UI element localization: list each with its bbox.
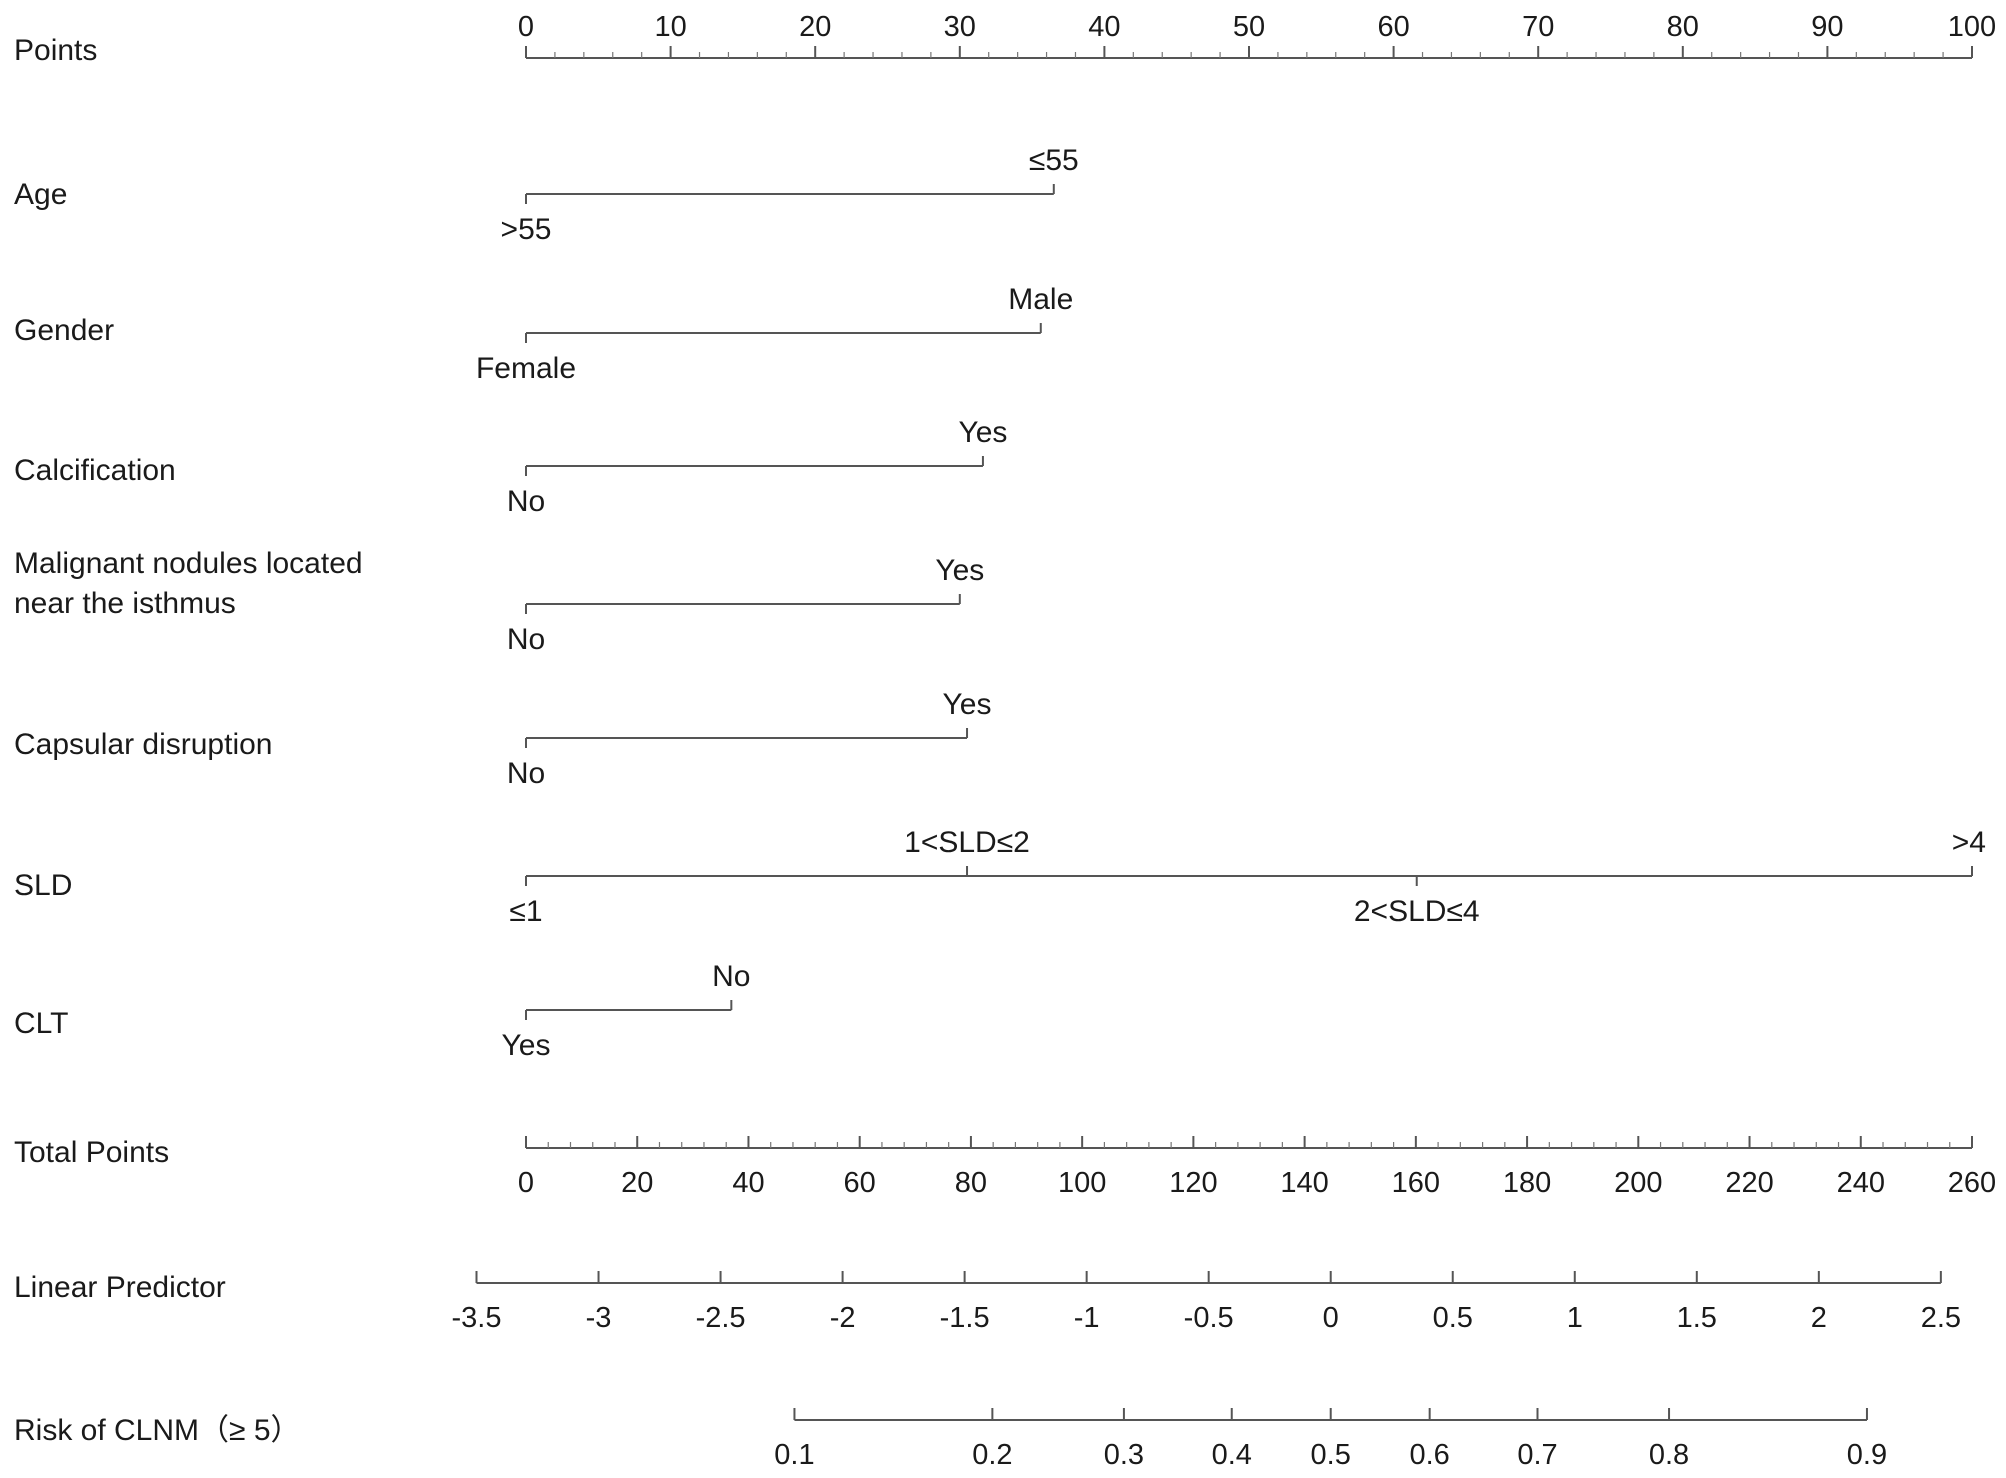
tick-label-risk-0-8: 0.8 (1649, 1439, 1689, 1471)
level-label-sld-1ltsldle2: 1<SLD≤2 (904, 826, 1030, 859)
tick-label-linear-1-5: 1.5 (1677, 1302, 1717, 1334)
tick-label-points-60: 60 (1377, 11, 1409, 43)
tick-label-total-220: 220 (1725, 1167, 1773, 1199)
level-label-calcification-no: No (507, 485, 545, 518)
tick-label-risk-0-9: 0.9 (1847, 1439, 1887, 1471)
row-label-calcification: Calcification (14, 454, 176, 487)
level-label-clt-no: No (712, 960, 750, 993)
tick-label-points-90: 90 (1811, 11, 1843, 43)
tick-label-points-100: 100 (1948, 11, 1996, 43)
level-label-clt-yes: Yes (502, 1029, 551, 1062)
tick-label-points-70: 70 (1522, 11, 1554, 43)
tick-label-risk-0-2: 0.2 (972, 1439, 1012, 1471)
tick-label-total-0: 0 (518, 1167, 534, 1199)
row-label-points: Points (14, 34, 97, 67)
tick-label-total-120: 120 (1169, 1167, 1217, 1199)
tick-label-risk-0-6: 0.6 (1410, 1439, 1450, 1471)
row-label-capsular: Capsular disruption (14, 728, 272, 761)
level-label-gender-male: Male (1008, 283, 1073, 316)
level-label-sld-2ltsldle4: 2<SLD≤4 (1354, 895, 1480, 928)
level-label-sld-le1: ≤1 (509, 895, 542, 928)
row-label-linear: Linear Predictor (14, 1271, 226, 1304)
tick-label-total-160: 160 (1392, 1167, 1440, 1199)
row-label-clt: CLT (14, 1007, 68, 1040)
level-label-age-le55: ≤55 (1029, 144, 1079, 177)
tick-label-total-180: 180 (1503, 1167, 1551, 1199)
tick-label-linear-1: 1 (1567, 1302, 1583, 1334)
tick-label-linear-1-5: -1.5 (940, 1302, 990, 1334)
tick-label-linear-0-5: 0.5 (1433, 1302, 1473, 1334)
tick-label-risk-0-1: 0.1 (774, 1439, 814, 1471)
tick-label-total-240: 240 (1837, 1167, 1885, 1199)
level-label-gender-female: Female (476, 352, 576, 385)
tick-label-points-80: 80 (1667, 11, 1699, 43)
tick-label-total-200: 200 (1614, 1167, 1662, 1199)
level-label-capsular-yes: Yes (943, 688, 992, 721)
tick-label-linear-2: 2 (1811, 1302, 1827, 1334)
tick-label-risk-0-3: 0.3 (1104, 1439, 1144, 1471)
tick-label-total-260: 260 (1948, 1167, 1996, 1199)
tick-label-total-100: 100 (1058, 1167, 1106, 1199)
tick-label-points-40: 40 (1088, 11, 1120, 43)
tick-label-points-10: 10 (654, 11, 686, 43)
tick-label-linear-2-5: 2.5 (1921, 1302, 1961, 1334)
tick-label-points-50: 50 (1233, 11, 1265, 43)
tick-label-linear-3-5: -3.5 (452, 1302, 502, 1334)
level-label-isthmus-no: No (507, 623, 545, 656)
tick-label-linear-2-5: -2.5 (696, 1302, 746, 1334)
tick-label-linear-0: 0 (1323, 1302, 1339, 1334)
level-label-calcification-yes: Yes (958, 416, 1007, 449)
tick-label-linear-0-5: -0.5 (1184, 1302, 1234, 1334)
tick-label-linear-3: -3 (586, 1302, 612, 1334)
level-label-isthmus-yes: Yes (935, 554, 984, 587)
tick-label-total-80: 80 (955, 1167, 987, 1199)
row-label-gender: Gender (14, 314, 114, 347)
tick-label-risk-0-4: 0.4 (1212, 1439, 1252, 1471)
level-label-age-gt55: >55 (501, 213, 552, 246)
tick-label-linear-1: -1 (1074, 1302, 1100, 1334)
row-label-age: Age (14, 178, 67, 211)
row-label-sld: SLD (14, 869, 72, 902)
tick-label-total-20: 20 (621, 1167, 653, 1199)
tick-label-risk-0-5: 0.5 (1311, 1439, 1351, 1471)
tick-label-risk-0-7: 0.7 (1517, 1439, 1557, 1471)
level-label-capsular-no: No (507, 757, 545, 790)
tick-label-points-20: 20 (799, 11, 831, 43)
tick-label-points-0: 0 (518, 11, 534, 43)
row-label-total: Total Points (14, 1136, 169, 1169)
tick-label-linear-2: -2 (830, 1302, 856, 1334)
tick-label-total-60: 60 (844, 1167, 876, 1199)
row-label-isthmus: Malignant nodules located near the isthmu… (14, 547, 363, 620)
row-label-risk: Risk of CLNM（≥ 5） (14, 1414, 301, 1447)
level-label-sld-gt4: >4 (1952, 826, 1986, 859)
tick-label-total-140: 140 (1280, 1167, 1328, 1199)
tick-label-points-30: 30 (944, 11, 976, 43)
tick-label-total-40: 40 (732, 1167, 764, 1199)
